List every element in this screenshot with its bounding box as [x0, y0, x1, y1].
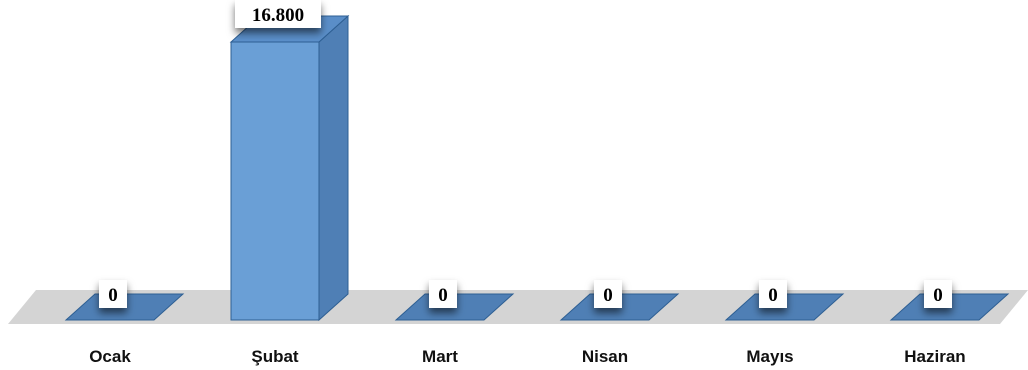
value-label-2: 16.800	[235, 0, 321, 28]
value-label-text: 16.800	[252, 5, 304, 26]
value-label-6: 0	[924, 280, 952, 308]
value-label-text: 0	[603, 285, 613, 306]
value-label-4: 0	[594, 280, 622, 308]
bars-layer	[64, 14, 1010, 322]
value-label-1: 0	[99, 280, 127, 308]
category-label-3: Mart	[422, 347, 458, 366]
category-label-5: Mayıs	[746, 347, 793, 366]
category-label-1: Ocak	[89, 347, 131, 366]
value-label-box	[594, 280, 622, 308]
bar-front-face	[230, 41, 320, 321]
category-label-4: Nisan	[582, 347, 628, 366]
value-label-5: 0	[759, 280, 787, 308]
value-label-box	[429, 280, 457, 308]
value-label-box	[235, 0, 321, 28]
bar-side-face	[318, 14, 349, 322]
value-label-text: 0	[108, 285, 118, 306]
value-label-box	[99, 280, 127, 308]
value-label-text: 0	[438, 285, 448, 306]
category-label-6: Haziran	[904, 347, 965, 366]
category-label-2: Şubat	[251, 347, 299, 366]
value-label-3: 0	[429, 280, 457, 308]
value-label-box	[759, 280, 787, 308]
value-label-text: 0	[768, 285, 778, 306]
value-label-text: 0	[933, 285, 943, 306]
labels-layer: 0 Ocak 16.800 Şubat 0 Mart 0 Nisan 0 Mayıs 0 Hazira…	[89, 0, 966, 366]
bar-2	[229, 14, 350, 322]
value-label-box	[924, 280, 952, 308]
